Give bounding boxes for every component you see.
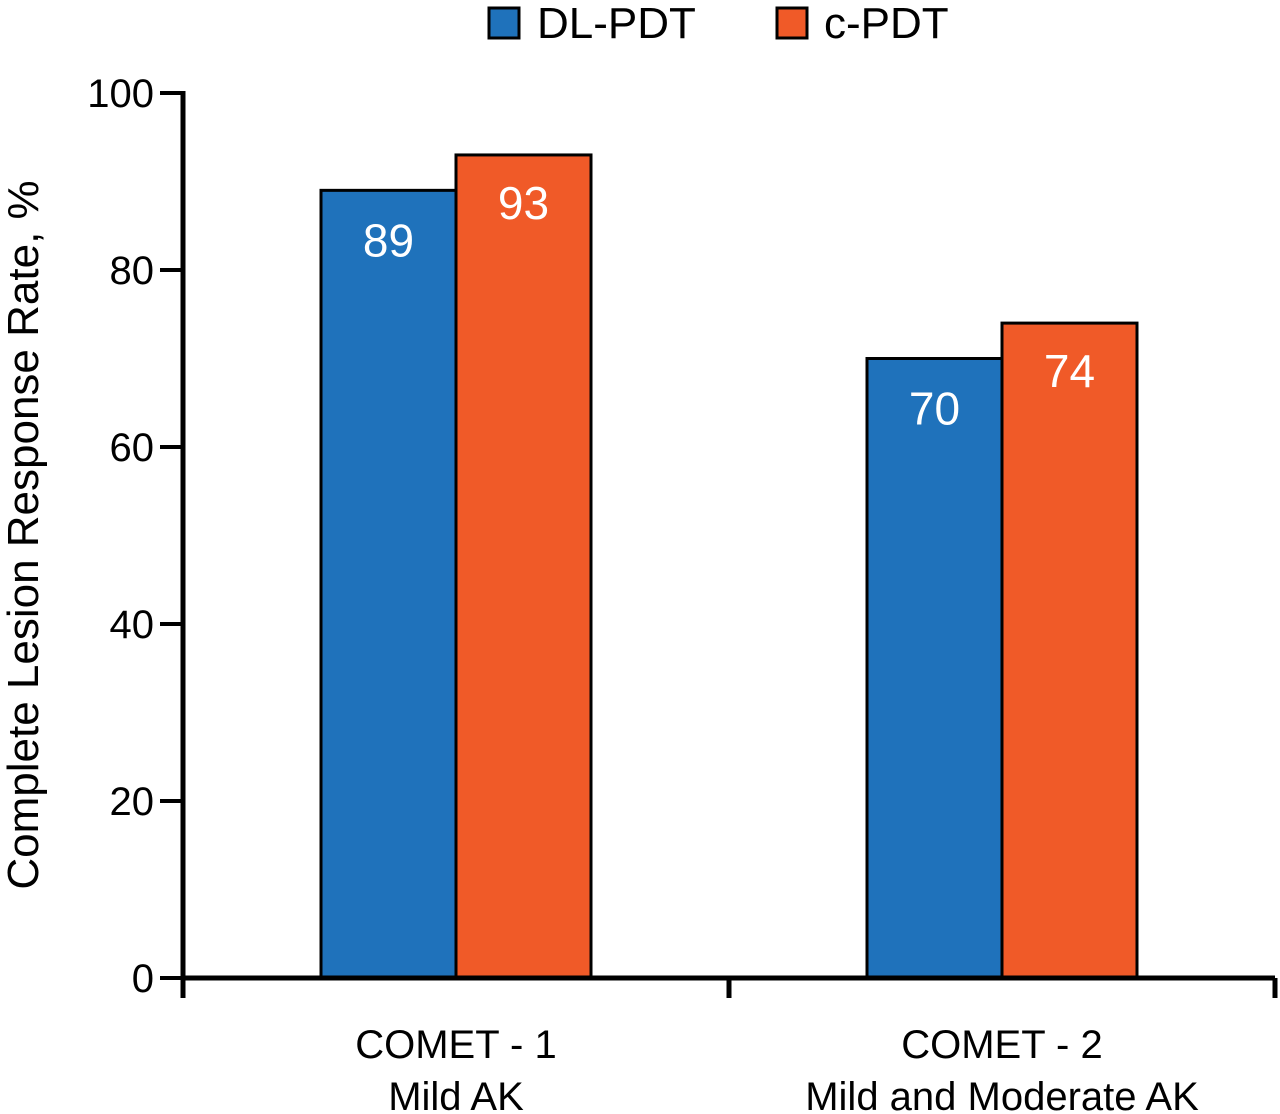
y-tick-label: 100 [87, 72, 154, 116]
axes [180, 91, 1278, 998]
data-label: 70 [909, 383, 960, 435]
y-tick-label: 0 [132, 957, 154, 1001]
legend-swatch-c-pdt [775, 6, 809, 40]
legend-label-dl-pdt: DL-PDT [537, 0, 696, 48]
legend-swatch-dl-pdt [487, 6, 521, 40]
legend-label-c-pdt: c-PDT [824, 0, 949, 48]
legend: DL-PDT c-PDT [487, 0, 949, 48]
x-axis-labels: COMET - 1 Mild AK COMET - 2 Mild and Mod… [355, 1023, 1199, 1114]
bars: 89 93 70 74 [319, 153, 1139, 980]
data-label: 93 [498, 177, 549, 229]
bar-c-pdt-1 [454, 153, 593, 980]
data-label: 89 [363, 214, 414, 266]
bar-dl-pdt-2 [865, 357, 1004, 980]
y-tick-label: 20 [110, 780, 155, 824]
x-tick-sublabel-comet-2: Mild and Moderate AK [805, 1075, 1199, 1114]
y-tick-label: 60 [110, 426, 155, 470]
x-tick-label-comet-2: COMET - 2 [901, 1023, 1103, 1067]
y-axis: 0 20 40 60 80 100 [87, 72, 183, 1001]
y-axis-label: Complete Lesion Response Rate, % [0, 180, 48, 889]
x-tick-label-comet-1: COMET - 1 [355, 1023, 557, 1067]
bar-c-pdt-2 [1000, 321, 1139, 980]
y-tick-label: 80 [110, 249, 155, 293]
data-label: 74 [1044, 345, 1095, 397]
x-tick-sublabel-comet-1: Mild AK [388, 1075, 524, 1114]
y-tick-label: 40 [110, 603, 155, 647]
bar-dl-pdt-1 [319, 188, 458, 980]
